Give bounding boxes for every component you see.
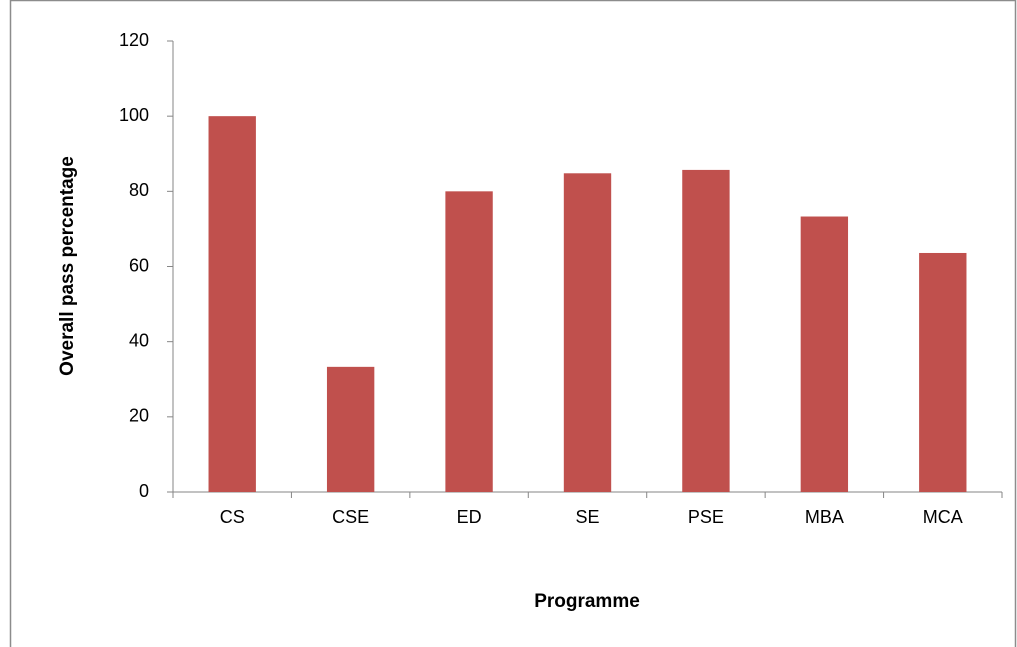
x-tick-label: MCA	[923, 507, 963, 527]
bar	[919, 252, 967, 492]
x-axis-title: Programme	[534, 591, 640, 612]
y-tick-label: 20	[129, 406, 149, 426]
x-tick-label: MBA	[805, 507, 844, 527]
bar	[326, 366, 375, 492]
y-tick-label: 40	[129, 330, 149, 350]
chart-frame	[9, 0, 1017, 647]
x-tick-label: CS	[220, 507, 245, 527]
bar	[208, 116, 256, 493]
bar	[445, 191, 493, 493]
y-tick-label: 60	[129, 255, 149, 275]
bar	[563, 173, 612, 492]
y-tick-label: 80	[129, 180, 149, 200]
x-tick-label: CSE	[332, 507, 369, 527]
x-tick-label: SE	[575, 507, 599, 527]
x-tick-label: PSE	[688, 507, 724, 527]
y-axis-title: Overall pass percentage	[57, 156, 78, 376]
y-tick-label: 100	[119, 105, 149, 125]
y-tick-label: 120	[119, 30, 149, 50]
bar	[682, 169, 730, 492]
x-tick-label: ED	[457, 507, 482, 527]
bar	[800, 216, 849, 492]
y-tick-label: 0	[139, 481, 149, 501]
